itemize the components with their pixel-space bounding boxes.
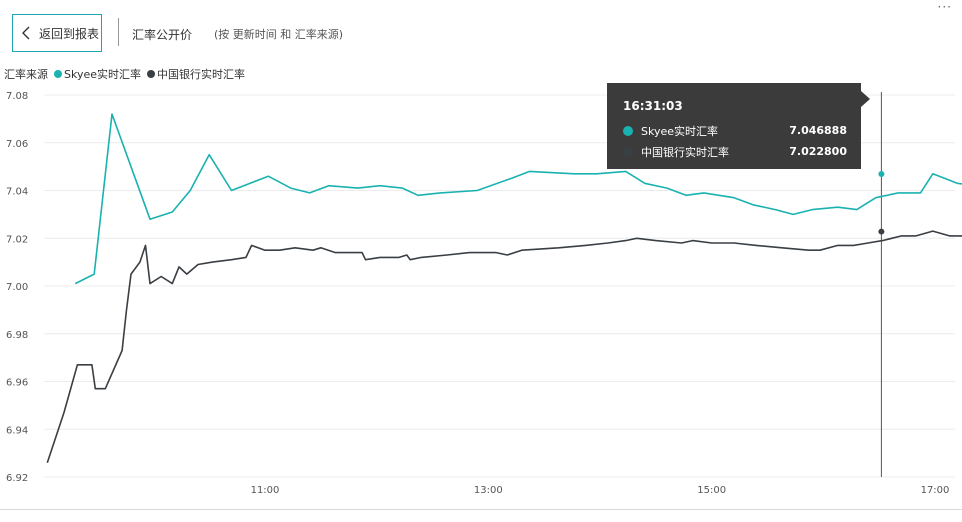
tooltip-time: 16:31:03	[623, 99, 683, 113]
tooltip-series-name: Skyee实时汇率	[641, 124, 719, 138]
legend-item-label: 中国银行实时汇率	[157, 68, 246, 81]
line-chart[interactable]: 7.08 7.06 7.04 7.02 7.00 6.98 6.96 6.94 6.92 11:0…	[0, 80, 962, 510]
x-tick-label: 17:00	[921, 485, 950, 496]
y-tick-label: 7.08	[6, 91, 28, 102]
visual-subtitle: (按 更新时间 和 汇率来源)	[214, 28, 344, 41]
tooltip-row: 中国银行实时汇率 7.022800	[623, 141, 847, 162]
y-tick-label: 6.98	[6, 330, 28, 341]
y-tick-label: 7.06	[6, 139, 28, 150]
series-line	[46, 230, 962, 463]
tooltip-series-name: 中国银行实时汇率	[641, 145, 729, 159]
hover-point-marker	[878, 171, 885, 178]
back-to-report-button[interactable]: 返回到报表	[12, 14, 102, 52]
series-dot-icon	[623, 146, 633, 157]
series-line	[74, 113, 962, 285]
back-to-report-label: 返回到报表	[39, 26, 100, 41]
chart-tooltip: 16:31:03 Skyee实时汇率 7.046888 中国银行实时汇率 7.0…	[607, 83, 870, 169]
legend-title: 汇率来源	[4, 68, 48, 81]
legend-dot-icon	[147, 70, 156, 78]
x-tick-label: 15:00	[697, 485, 726, 496]
y-tick-label: 7.02	[6, 234, 28, 245]
tooltip-series-value: 7.022800	[789, 145, 847, 158]
hover-point-marker	[878, 228, 885, 235]
y-tick-label: 6.92	[6, 473, 28, 484]
legend-item-skyee[interactable]: Skyee实时汇率	[54, 66, 141, 82]
y-tick-label: 7.04	[6, 187, 28, 198]
tooltip-arrow	[861, 91, 870, 107]
legend-dot-icon	[54, 70, 62, 78]
bottom-divider	[0, 509, 962, 510]
y-tick-label: 6.96	[6, 378, 28, 389]
y-tick-label: 7.00	[6, 282, 28, 293]
legend-item-boc[interactable]: 中国银行实时汇率	[147, 66, 245, 82]
chevron-left-icon	[22, 26, 30, 40]
tooltip-row: Skyee实时汇率 7.046888	[623, 120, 847, 141]
series-dot-icon	[623, 125, 633, 136]
toolbar-divider	[118, 18, 119, 46]
legend-item-label: Skyee实时汇率	[64, 68, 142, 81]
y-tick-label: 6.94	[6, 425, 28, 436]
more-options-icon[interactable]: ···	[937, 0, 952, 14]
visual-title: 汇率公开价	[132, 28, 193, 42]
x-tick-label: 13:00	[474, 485, 503, 496]
tooltip-series-value: 7.046888	[789, 124, 847, 137]
x-tick-label: 11:00	[251, 485, 280, 496]
chart-legend: 汇率来源 Skyee实时汇率 中国银行实时汇率	[4, 66, 251, 82]
